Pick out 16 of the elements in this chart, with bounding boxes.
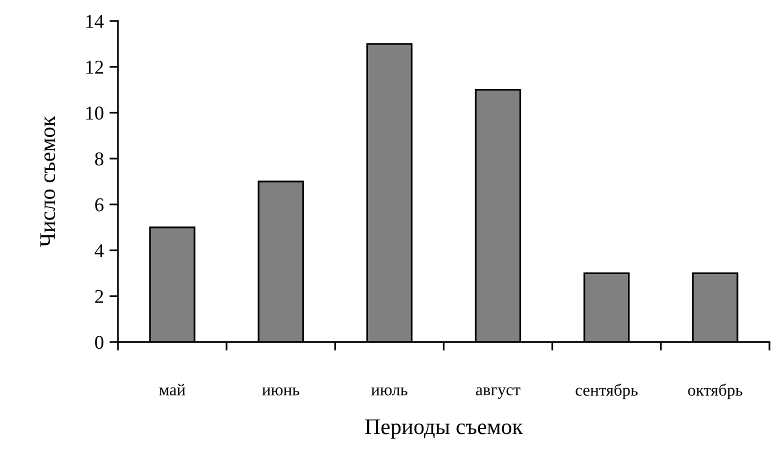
y-tick-label: 2 (95, 290, 103, 303)
y-tick-label: 10 (86, 106, 104, 120)
y-tick-label: 14 (86, 14, 104, 28)
y-tick-label: 6 (95, 198, 104, 212)
y-tick-label: 4 (94, 244, 104, 258)
y-axis-title: Число съемок (40, 116, 56, 247)
x-tick-label: октябрь (688, 384, 742, 400)
x-tick-label: июль (371, 387, 408, 396)
x-tick-label: сентябрь (576, 384, 638, 400)
y-tick-label: 0 (95, 336, 104, 349)
x-tick-label: июнь (262, 387, 300, 396)
y-tick-label: 12 (86, 60, 103, 74)
x-tick-label: май (159, 384, 186, 396)
x-tick-label: август (476, 387, 520, 399)
y-tick-label: 8 (95, 152, 104, 166)
x-axis-title: Периоды съемок (365, 419, 523, 439)
